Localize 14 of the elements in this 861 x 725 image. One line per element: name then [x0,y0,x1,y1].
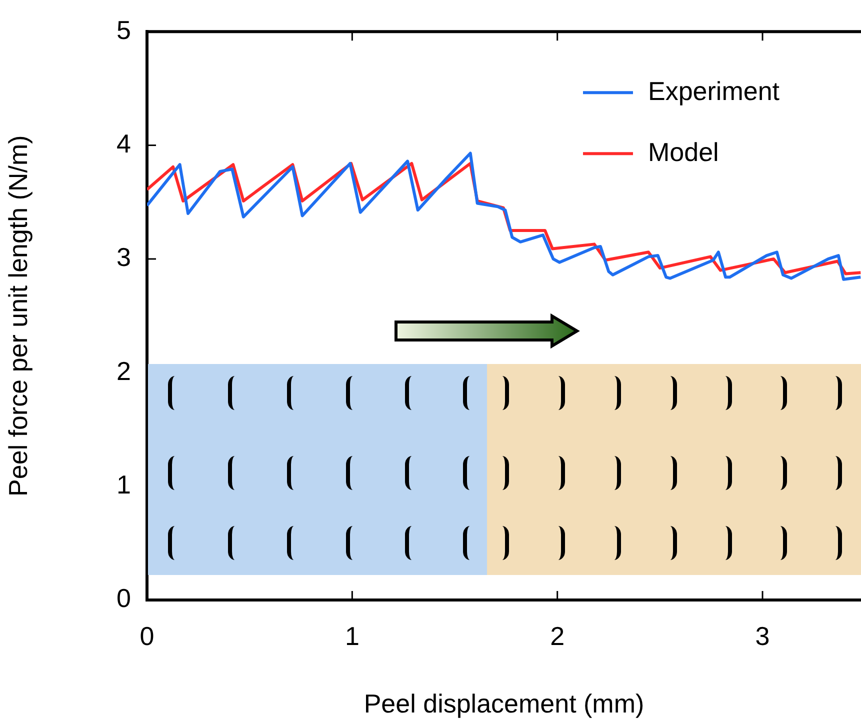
x-tick-label: 3 [755,620,770,651]
legend-label: Experiment [648,76,780,106]
x-tick-label: 2 [550,620,565,651]
legend-label: Model [648,136,719,167]
y-tick-label: 0 [116,583,131,614]
y-tick-label: 3 [116,242,131,272]
y-axis-title: Peel force per unit length (N/m) [2,135,33,496]
x-axis-title: Peel displacement (mm) [364,688,644,719]
x-tick-label: 1 [344,620,360,651]
x-tick-label: 0 [140,620,154,651]
y-tick-label: 2 [116,356,131,386]
y-tick-label: 1 [116,469,131,500]
y-tick-label: 4 [116,128,131,158]
y-tick-label: 5 [116,14,131,45]
